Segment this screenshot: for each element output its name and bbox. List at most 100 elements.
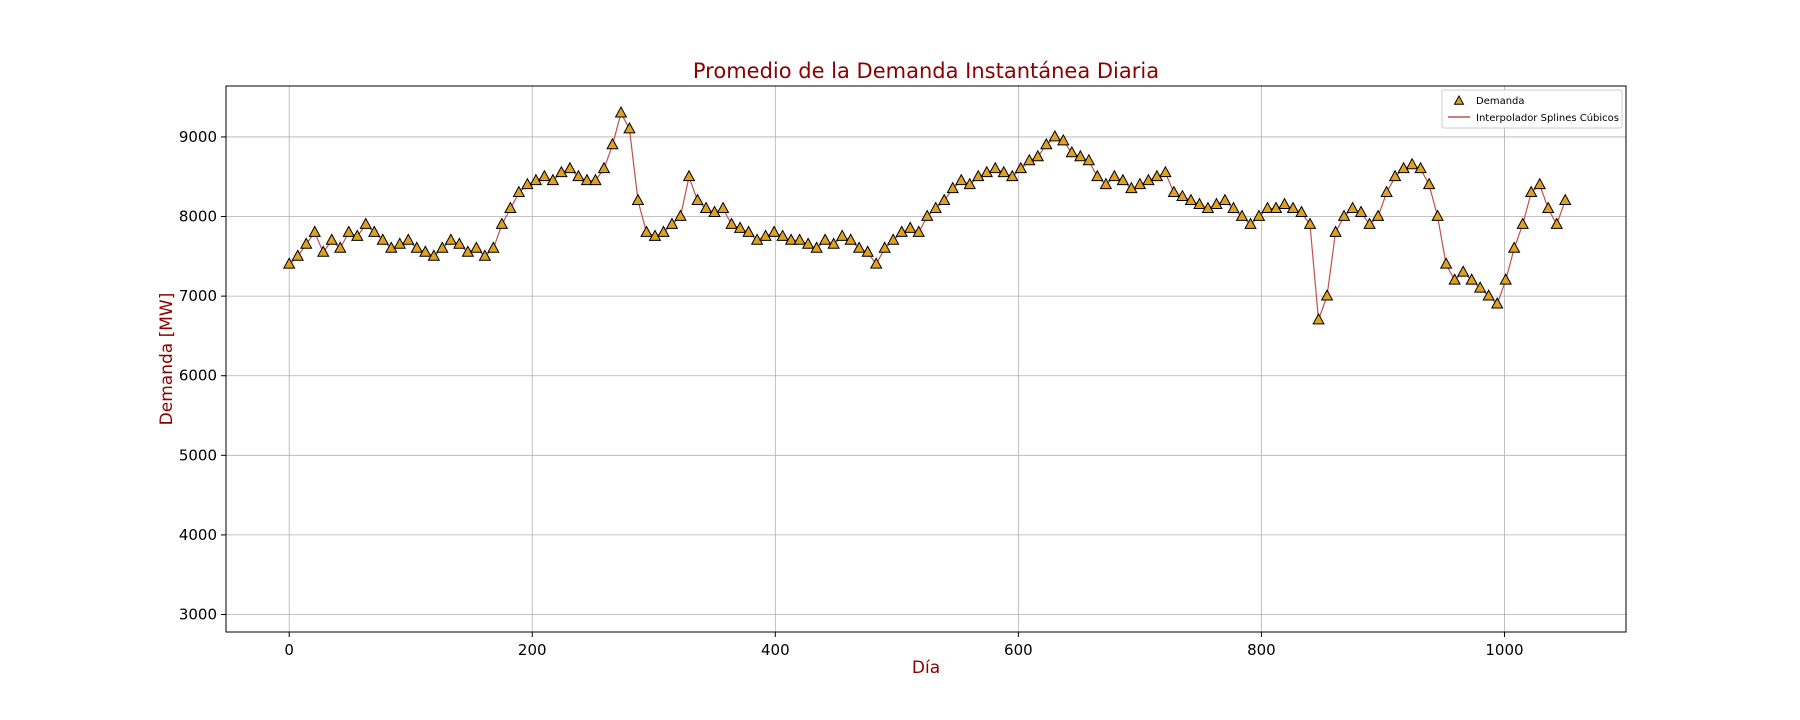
demand-point [1371, 209, 1385, 221]
demand-point [946, 181, 959, 194]
demand-point [827, 237, 840, 249]
demand-point [1014, 161, 1028, 174]
demand-point [886, 233, 900, 245]
demand-point [929, 201, 942, 213]
demand-point [1091, 169, 1104, 182]
demand-point [1490, 297, 1504, 309]
demand-point [299, 237, 313, 249]
demand-point [1414, 161, 1427, 174]
legend-box [1441, 89, 1623, 129]
demand-point [291, 249, 304, 261]
demand-point [1286, 201, 1300, 213]
x-axis-label: Día [912, 658, 940, 678]
demand-point [1159, 165, 1172, 178]
demand-point [1533, 177, 1546, 190]
y-tick-label: 6000 [179, 367, 217, 385]
demand-point [470, 241, 483, 253]
demand-point [504, 201, 517, 213]
x-tick-label: 200 [518, 641, 547, 659]
demand-point [937, 193, 951, 206]
demand-point [1150, 169, 1164, 182]
demand-point [1363, 217, 1376, 229]
demand-point [801, 237, 815, 249]
demand-point [1465, 273, 1478, 285]
demand-point [674, 209, 687, 221]
demand-point [512, 185, 526, 198]
demand-point [972, 169, 985, 182]
demand-point [776, 229, 789, 241]
grid [226, 86, 1626, 632]
demand-point [1006, 169, 1019, 182]
demand-point [436, 241, 449, 253]
demand-point [1040, 137, 1053, 150]
demand-point [733, 221, 747, 233]
demand-point [1261, 201, 1274, 213]
legend-triangle-marker [1453, 94, 1465, 105]
demand-point [742, 225, 755, 237]
demand-point [878, 241, 891, 253]
demand-point [1558, 193, 1572, 206]
demand-point [1048, 129, 1062, 142]
demand-point [623, 121, 636, 134]
demand-point [453, 237, 466, 249]
demand-point [1210, 197, 1223, 209]
y-tick-label: 9000 [179, 128, 217, 146]
demand-point [1057, 133, 1070, 146]
x-tick-label: 400 [761, 641, 790, 659]
demand-point [1227, 201, 1240, 213]
demand-point [1541, 201, 1555, 213]
demand-point [1380, 185, 1393, 198]
demand-point [1176, 189, 1189, 202]
y-tick-label: 3000 [179, 605, 217, 623]
x-tick-label: 800 [1247, 641, 1276, 659]
x-tick-label: 1000 [1485, 641, 1523, 659]
demand-point [1473, 281, 1487, 293]
demand-point [316, 245, 330, 257]
demand-point [342, 225, 355, 237]
axis-ticks: 0 200 400 600 800 1000 3000 4000 5000 6000 7000 800… [179, 128, 1524, 659]
demand-point [1244, 217, 1257, 229]
demand-point [427, 249, 441, 261]
demand-point [308, 225, 321, 237]
demand-point [1116, 173, 1130, 186]
demand-point [1295, 205, 1308, 217]
demand-point [368, 225, 381, 237]
demand-point [1482, 289, 1495, 301]
legend-label-demanda: Demanda [1476, 96, 1525, 107]
demand-point [784, 233, 798, 245]
demand-point [1337, 209, 1351, 221]
demand-point [1125, 181, 1138, 194]
y-axis-label: Demanda [MW] [157, 293, 177, 426]
demand-point [997, 165, 1011, 178]
demand-point [1142, 173, 1155, 186]
demand-point [1507, 241, 1521, 253]
demand-point [393, 237, 407, 249]
demand-point [1193, 197, 1206, 209]
demand-point [1303, 217, 1317, 229]
demand-point [376, 233, 390, 245]
demand-point [555, 165, 568, 178]
demand-point [1448, 273, 1461, 285]
demand-point [989, 161, 1002, 174]
demand-point [1439, 257, 1453, 269]
demand-point [963, 177, 976, 190]
plot-area-frame [225, 85, 1627, 633]
y-tick-label: 7000 [179, 287, 217, 305]
demand-point [410, 241, 424, 253]
demand-point [1201, 201, 1215, 213]
demand-point [402, 233, 415, 245]
demand-point [1065, 145, 1079, 158]
demand-point [708, 205, 721, 217]
demand-point [1329, 225, 1342, 237]
chart-title: Promedio de la Demanda Instantánea Diari… [693, 59, 1159, 83]
demand-point [1346, 201, 1359, 213]
demand-point [631, 193, 645, 206]
demand-point [1524, 185, 1538, 198]
demand-point [980, 165, 994, 178]
demand-point [657, 225, 670, 237]
demand-point [1422, 177, 1436, 190]
x-tick-label: 0 [284, 641, 294, 659]
demand-point [1397, 161, 1410, 174]
demand-point [572, 169, 585, 182]
